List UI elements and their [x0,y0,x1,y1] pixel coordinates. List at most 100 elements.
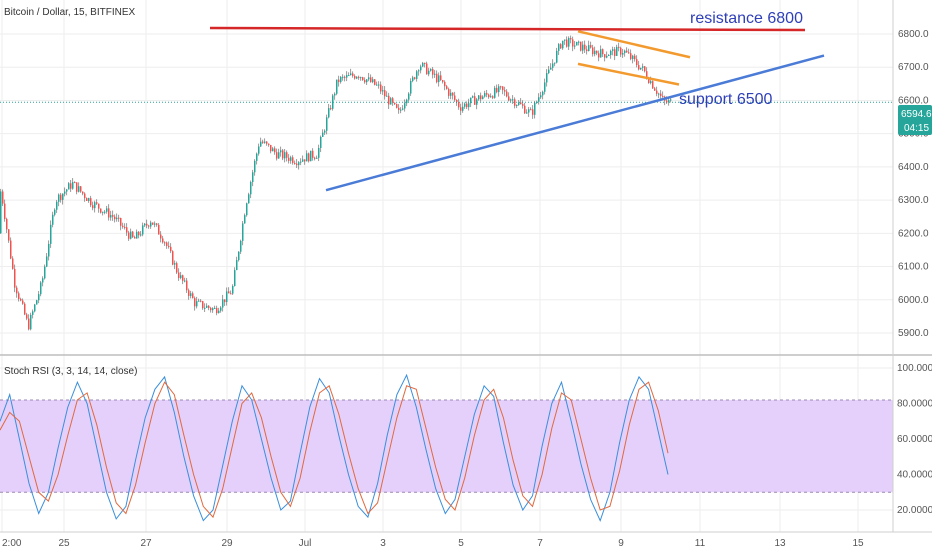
candle [204,303,206,312]
candle [500,85,502,90]
candle [82,191,84,196]
candle [422,61,424,68]
price-tick-label: 6700.0 [898,62,929,73]
candle [238,251,240,262]
candle [160,231,162,243]
candle [414,76,416,80]
candle [518,100,520,106]
candle [30,312,32,331]
price-tick-label: 6100.0 [898,262,929,273]
candle [370,74,372,83]
candle [168,241,170,249]
candle [190,290,192,299]
candle [342,74,344,81]
support-trendline[interactable] [325,54,825,192]
candle [638,60,640,71]
candle [442,79,444,84]
candle [178,268,180,281]
price-tick-label: 6600.0 [898,95,929,106]
candle [330,104,332,111]
candle [260,137,262,147]
candle [546,69,548,87]
candle [656,86,658,97]
candle [276,148,278,161]
candle [98,203,100,213]
candle [2,189,4,206]
candle [182,274,184,285]
candle [340,75,342,84]
candle [660,90,662,100]
candle [632,54,634,64]
candle [26,312,28,321]
candle [492,95,494,100]
candle [488,93,490,99]
candle [302,155,304,163]
candle [248,192,250,204]
candle [158,223,160,235]
candle [586,45,588,55]
candle [252,169,254,187]
candle [324,129,326,135]
candle [622,48,624,58]
candle [174,260,176,270]
candle [344,75,346,82]
candle [538,93,540,105]
candle [200,299,202,303]
candle [402,105,404,111]
candle [548,66,550,75]
candle [246,202,248,217]
candle [354,74,356,80]
candle [240,239,242,255]
channel-upper-line[interactable] [577,30,691,59]
time-tick-label: 5 [458,538,464,549]
price-tick-label: 5900.0 [898,328,929,339]
candle [314,156,316,161]
candle [416,70,418,82]
candle [436,70,438,84]
time-tick-label: 2:00 [2,538,22,549]
candle [32,309,34,319]
candle [188,288,190,300]
candle [614,46,616,61]
candle [50,220,52,248]
candle [176,261,178,274]
candle [668,97,670,106]
candle [66,188,68,196]
candle [138,231,140,239]
candle [142,222,144,237]
candle [230,290,232,295]
candle [86,197,88,202]
candle [466,101,468,110]
candle [54,208,56,217]
candle [154,221,156,228]
candle [446,84,448,90]
candle [562,40,564,50]
candle [256,152,258,165]
candle [606,51,608,59]
candle [392,96,394,106]
channel-lower-line[interactable] [577,62,680,86]
resistance-trendline[interactable] [209,26,806,32]
candle [224,299,226,306]
candle [590,41,592,49]
candle [512,95,514,104]
candle [88,197,90,203]
candle [504,86,506,96]
candle [592,44,594,57]
price-tick-label: 6200.0 [898,228,929,239]
support-label: support 6500 [679,91,773,108]
candle [44,264,46,280]
candle [450,89,452,100]
candle [530,107,532,111]
candle [502,86,504,95]
candle [366,79,368,86]
candle [278,148,280,159]
candle [80,186,82,193]
price-tick-label: 6000.0 [898,295,929,306]
candle [24,302,26,316]
candle [532,105,534,119]
candle [16,285,18,298]
candle [418,69,420,76]
candle [40,280,42,297]
candle [116,213,118,222]
